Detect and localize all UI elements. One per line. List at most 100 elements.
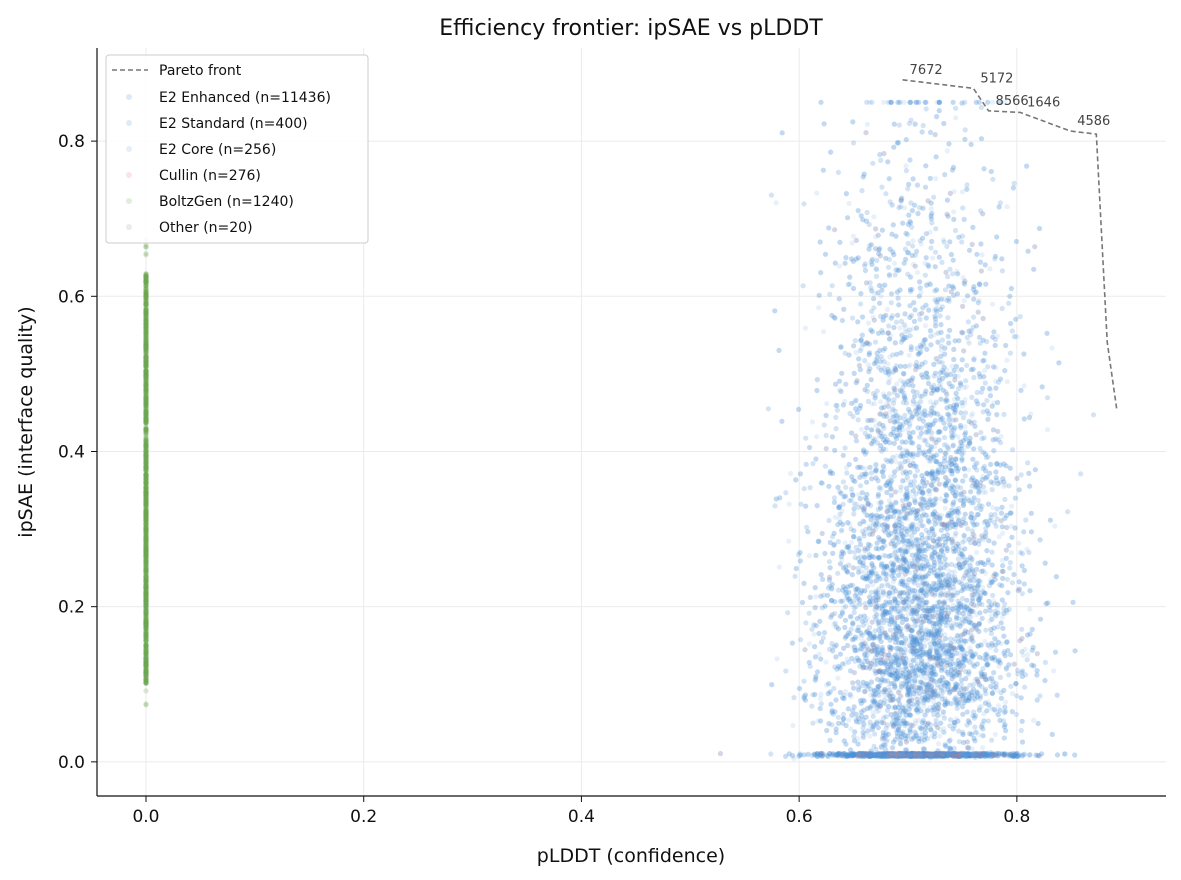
data-point xyxy=(870,709,876,715)
data-point xyxy=(879,283,885,289)
data-point xyxy=(906,753,912,759)
data-point xyxy=(903,325,909,331)
data-point xyxy=(959,189,966,195)
data-point xyxy=(1051,668,1057,674)
data-point xyxy=(906,352,912,358)
data-point xyxy=(935,741,942,747)
data-point xyxy=(842,398,848,404)
data-point xyxy=(846,200,852,207)
data-point xyxy=(824,400,830,407)
data-point xyxy=(892,260,898,267)
data-point xyxy=(922,629,928,635)
data-point xyxy=(899,734,905,740)
data-point xyxy=(950,625,956,632)
data-point xyxy=(977,704,983,710)
data-point xyxy=(910,238,916,244)
data-point xyxy=(930,255,936,261)
data-point xyxy=(924,632,931,638)
data-point xyxy=(858,753,865,759)
data-point xyxy=(815,718,821,724)
data-point xyxy=(905,624,911,630)
data-point xyxy=(868,692,874,698)
data-point xyxy=(953,115,959,121)
data-point xyxy=(958,663,964,669)
data-point xyxy=(972,692,978,698)
data-point xyxy=(863,511,869,518)
data-point xyxy=(919,732,925,738)
data-point xyxy=(806,553,813,559)
data-point xyxy=(866,320,872,326)
data-point xyxy=(962,629,968,635)
data-point xyxy=(901,540,907,546)
data-point xyxy=(907,479,913,485)
data-point xyxy=(907,423,913,429)
data-point xyxy=(935,657,941,663)
data-point xyxy=(868,427,875,433)
data-point xyxy=(888,473,894,480)
data-point xyxy=(976,297,982,303)
data-point xyxy=(901,681,907,687)
data-point xyxy=(937,733,943,739)
data-point xyxy=(892,550,898,556)
data-point xyxy=(821,329,827,335)
data-point xyxy=(970,410,976,417)
data-point xyxy=(896,753,902,759)
data-point xyxy=(850,233,857,239)
data-point xyxy=(902,329,908,335)
data-point xyxy=(963,384,970,390)
data-point xyxy=(871,214,877,220)
data-point xyxy=(913,753,919,760)
data-point xyxy=(895,657,902,664)
data-point xyxy=(982,367,988,374)
data-point xyxy=(1004,379,1010,385)
data-point xyxy=(911,753,917,759)
data-point xyxy=(983,489,989,495)
data-point xyxy=(977,487,983,493)
data-point xyxy=(1008,550,1015,556)
data-point xyxy=(980,745,986,751)
data-point xyxy=(1026,753,1032,759)
data-point xyxy=(818,691,824,697)
data-point xyxy=(904,548,910,555)
data-point xyxy=(836,516,842,522)
data-point xyxy=(936,383,943,389)
data-point xyxy=(923,439,929,445)
data-point xyxy=(877,399,884,405)
data-point xyxy=(774,656,780,662)
data-point xyxy=(894,531,900,537)
data-point xyxy=(956,367,962,373)
data-point xyxy=(965,606,971,613)
data-point xyxy=(951,620,957,627)
data-point xyxy=(941,589,947,595)
data-point xyxy=(881,99,887,105)
data-point xyxy=(885,750,891,757)
data-point xyxy=(837,263,843,269)
data-point xyxy=(994,687,1001,693)
data-point xyxy=(908,417,914,423)
data-point xyxy=(996,534,1002,540)
data-point xyxy=(936,576,942,582)
data-point xyxy=(873,588,879,594)
data-point xyxy=(1016,540,1022,546)
data-point xyxy=(858,426,865,432)
data-point xyxy=(927,399,934,405)
data-point xyxy=(1001,752,1007,759)
data-point xyxy=(992,731,998,738)
data-point xyxy=(973,612,980,618)
data-point xyxy=(832,514,838,520)
data-point xyxy=(1004,610,1010,616)
data-point xyxy=(989,706,995,712)
data-point xyxy=(1049,345,1055,351)
data-point xyxy=(1008,523,1014,529)
data-point xyxy=(930,584,936,590)
data-point xyxy=(823,659,829,665)
data-point xyxy=(786,538,792,544)
data-point xyxy=(990,99,996,105)
data-point xyxy=(1004,357,1010,363)
data-point xyxy=(811,631,817,637)
data-point xyxy=(879,608,885,614)
data-point xyxy=(955,622,961,628)
data-point xyxy=(884,592,890,598)
data-point xyxy=(870,526,876,533)
